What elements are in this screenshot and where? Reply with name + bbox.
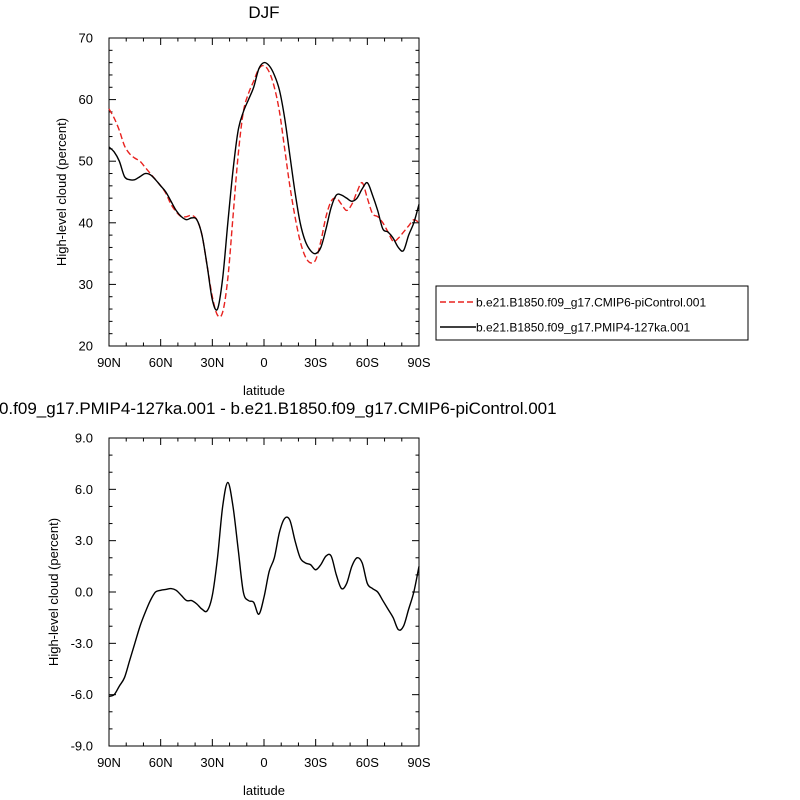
y-axis-label: High-level cloud (percent) — [46, 518, 61, 666]
x-tick-label: 60S — [356, 755, 379, 770]
x-tick-label: 60S — [356, 355, 379, 370]
y-tick-label: 70 — [79, 31, 93, 46]
y-tick-label: 6.0 — [75, 482, 93, 497]
x-axis-label: latitude — [243, 783, 285, 798]
x-tick-label: 30S — [304, 755, 327, 770]
x-tick-label: 90N — [97, 755, 121, 770]
legend-entry-1: b.e21.B1850.f09_g17.CMIP6-piControl.001 — [476, 296, 706, 310]
y-tick-label: 60 — [79, 92, 93, 107]
y-tick-label: 3.0 — [75, 533, 93, 548]
x-tick-label: 0 — [260, 755, 267, 770]
x-tick-label: 90S — [407, 355, 430, 370]
series-line-1 — [108, 481, 420, 698]
chart-title: b.e21.B1850.f09_g17.PMIP4-127ka.001 - b.… — [0, 399, 557, 418]
y-tick-label: -9.0 — [71, 739, 93, 754]
x-tick-label: 90N — [97, 355, 121, 370]
y-tick-label: 50 — [79, 154, 93, 169]
x-tick-label: 30N — [200, 355, 224, 370]
series-line-2 — [108, 61, 420, 311]
legend-entry-2: b.e21.B1850.f09_g17.PMIP4-127ka.001 — [476, 321, 690, 335]
x-tick-label: 60N — [149, 755, 173, 770]
x-tick-label: 30N — [200, 755, 224, 770]
series-line-1 — [108, 64, 420, 318]
top-panel: DJF 90N 60N 30N 0 30S 60S 90S 20 30 40 50 60 70 latitu… — [54, 3, 749, 398]
x-tick-label: 90S — [407, 755, 430, 770]
y-tick-label: 30 — [79, 277, 93, 292]
bottom-panel: b.e21.B1850.f09_g17.PMIP4-127ka.001 - b.… — [0, 399, 557, 798]
x-tick-label: 0 — [260, 355, 267, 370]
plot-frame — [108, 37, 420, 347]
x-axis-label: latitude — [243, 383, 285, 398]
y-tick-label: 40 — [79, 215, 93, 230]
y-tick-label: 0.0 — [75, 585, 93, 600]
y-tick-label: 20 — [79, 339, 93, 354]
chart-title: DJF — [248, 3, 279, 22]
x-tick-label: 60N — [149, 355, 173, 370]
y-axis-label: High-level cloud (percent) — [54, 118, 69, 266]
legend-box — [435, 285, 749, 341]
x-tick-label: 30S — [304, 355, 327, 370]
y-tick-label: 9.0 — [75, 431, 93, 446]
y-tick-label: -6.0 — [71, 687, 93, 702]
y-tick-label: -3.0 — [71, 636, 93, 651]
